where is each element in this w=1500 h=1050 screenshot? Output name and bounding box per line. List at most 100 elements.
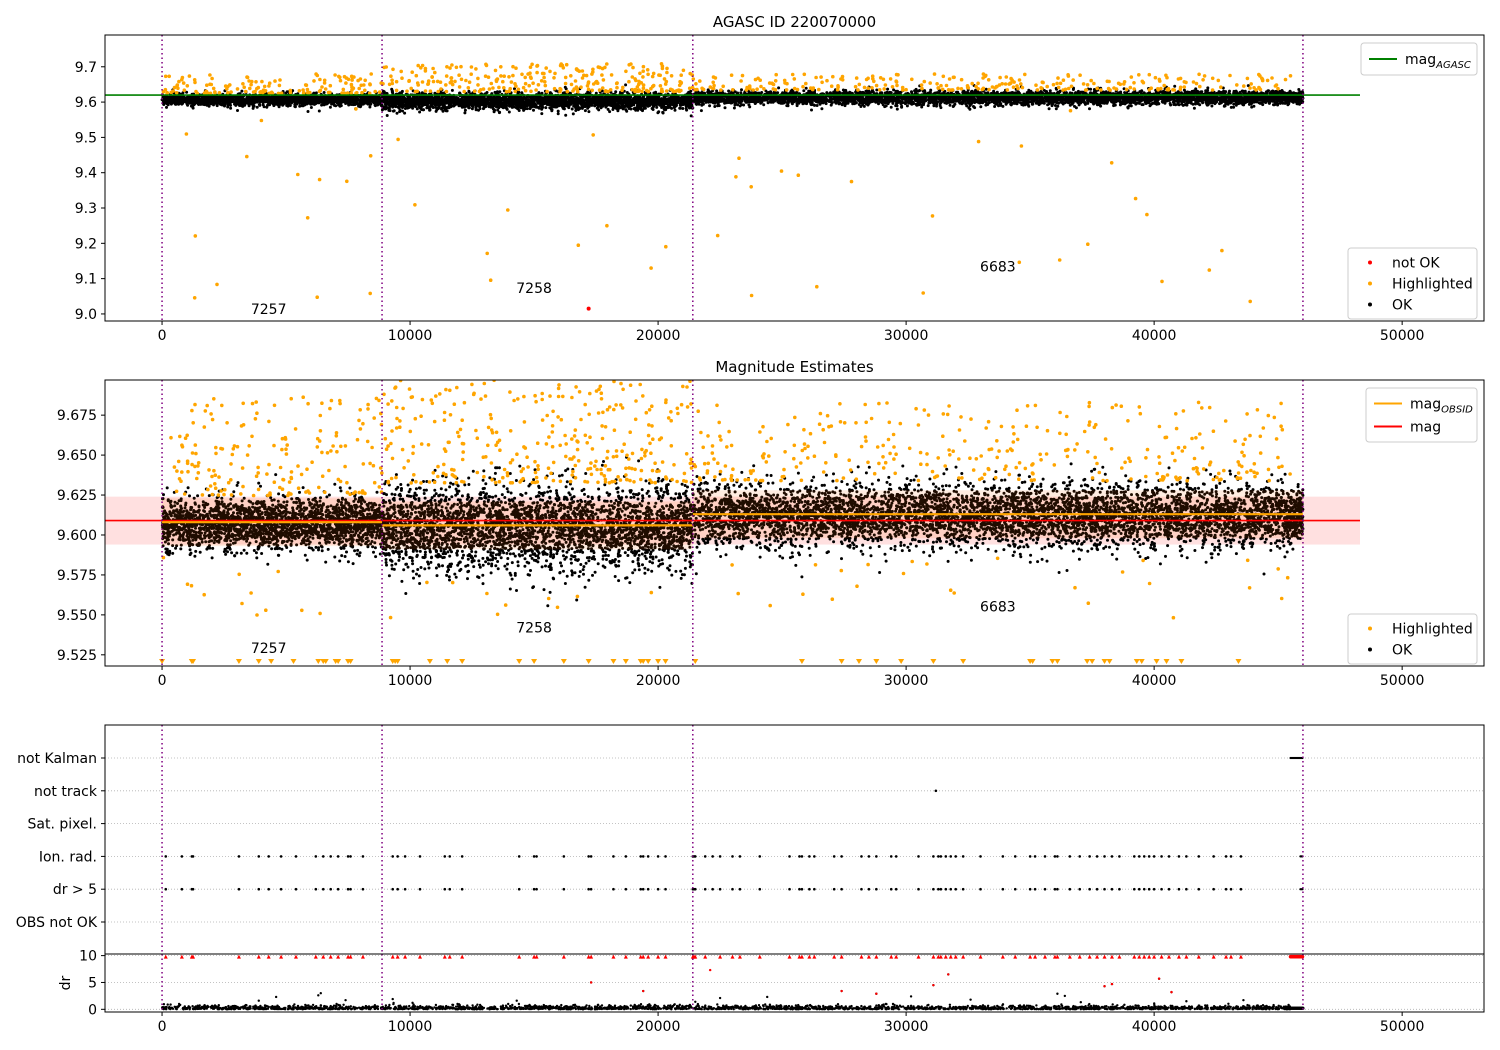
highlighted-point xyxy=(241,82,245,86)
highlighted-point xyxy=(509,80,514,84)
ok-point xyxy=(307,97,311,101)
ok-point xyxy=(584,97,588,101)
highlighted-point xyxy=(476,83,480,87)
highlighted-point xyxy=(576,243,581,247)
ok-point xyxy=(339,104,343,108)
highlighted-point xyxy=(633,87,638,92)
highlighted-point xyxy=(469,65,474,69)
ok-point xyxy=(203,103,206,107)
highlighted-point xyxy=(536,83,541,87)
highlighted-point xyxy=(278,78,282,82)
highlighted-point xyxy=(658,73,662,78)
ok-point xyxy=(412,104,416,108)
highlighted-point xyxy=(641,69,645,73)
highlighted-point xyxy=(569,74,573,78)
ok-point xyxy=(587,110,591,114)
ok-point xyxy=(358,100,362,103)
highlighted-point xyxy=(545,89,549,94)
ok-point xyxy=(320,103,324,107)
ok-point xyxy=(179,101,183,105)
highlighted-point xyxy=(185,84,190,88)
highlighted-point xyxy=(608,88,613,92)
ok-point xyxy=(390,90,394,94)
ok-point xyxy=(548,96,552,100)
ok-point xyxy=(548,103,552,106)
ok-point xyxy=(215,104,219,108)
highlighted-point xyxy=(209,82,214,87)
highlighted-point xyxy=(662,77,667,81)
highlighted-point xyxy=(539,79,544,83)
highlighted-point xyxy=(163,87,168,92)
highlighted-point xyxy=(394,79,399,84)
ok-point xyxy=(194,101,198,104)
highlighted-point xyxy=(681,68,686,73)
highlighted-point xyxy=(338,78,343,83)
ok-point xyxy=(580,98,584,102)
highlighted-point xyxy=(660,66,665,71)
ok-point xyxy=(444,109,448,113)
ok-point xyxy=(498,97,502,101)
highlighted-point xyxy=(621,85,625,90)
highlighted-point xyxy=(217,91,222,95)
ok-point xyxy=(351,96,355,100)
ok-point xyxy=(627,101,631,105)
highlighted-point xyxy=(585,84,590,88)
ok-point xyxy=(328,105,332,109)
highlighted-point xyxy=(423,69,428,73)
highlighted-point xyxy=(679,73,683,77)
ok-point xyxy=(632,103,636,107)
highlighted-point xyxy=(415,89,420,94)
ok-point xyxy=(483,101,487,104)
ok-point xyxy=(241,99,245,103)
highlighted-point xyxy=(603,65,607,70)
ok-point xyxy=(205,101,209,104)
highlighted-point xyxy=(597,88,602,92)
highlighted-point xyxy=(487,87,492,91)
ok-point xyxy=(403,111,407,115)
highlighted-point xyxy=(420,80,425,84)
highlighted-point xyxy=(552,76,556,80)
ok-point xyxy=(501,96,505,100)
highlighted-point xyxy=(548,69,552,74)
ok-point xyxy=(636,106,639,110)
ok-point xyxy=(567,103,571,107)
ok-point xyxy=(418,110,422,114)
ok-point xyxy=(189,104,193,108)
highlighted-point xyxy=(184,132,189,136)
ok-point xyxy=(561,91,565,95)
ok-point xyxy=(668,103,672,106)
highlighted-point xyxy=(431,66,435,71)
ok-point xyxy=(166,103,170,107)
highlighted-point xyxy=(176,86,180,91)
ok-point xyxy=(556,112,560,116)
ok-point xyxy=(443,101,447,105)
ok-point xyxy=(470,102,474,106)
ok-point xyxy=(588,101,592,105)
highlighted-point xyxy=(571,89,575,93)
ok-point xyxy=(544,101,548,105)
ok-point xyxy=(592,99,596,103)
ok-point xyxy=(560,97,564,101)
highlighted-point xyxy=(315,295,320,300)
ok-point xyxy=(288,104,292,107)
ok-point xyxy=(642,106,646,110)
highlighted-point xyxy=(615,85,619,90)
ok-point xyxy=(521,103,525,107)
ok-point xyxy=(399,99,403,103)
ok-point xyxy=(582,100,586,104)
ok-point xyxy=(673,98,677,101)
highlighted-point xyxy=(449,79,454,84)
plot-area xyxy=(105,62,1360,311)
highlighted-point xyxy=(305,216,310,220)
highlighted-point xyxy=(174,91,179,95)
ok-point xyxy=(617,98,621,102)
ok-point xyxy=(328,98,332,102)
ok-point xyxy=(616,109,620,113)
highlighted-point xyxy=(575,89,580,94)
ok-point xyxy=(290,96,294,99)
ok-point xyxy=(578,106,582,110)
ok-point xyxy=(175,97,179,100)
highlighted-point xyxy=(453,79,457,84)
ok-point xyxy=(482,96,486,100)
highlighted-point xyxy=(390,78,394,82)
